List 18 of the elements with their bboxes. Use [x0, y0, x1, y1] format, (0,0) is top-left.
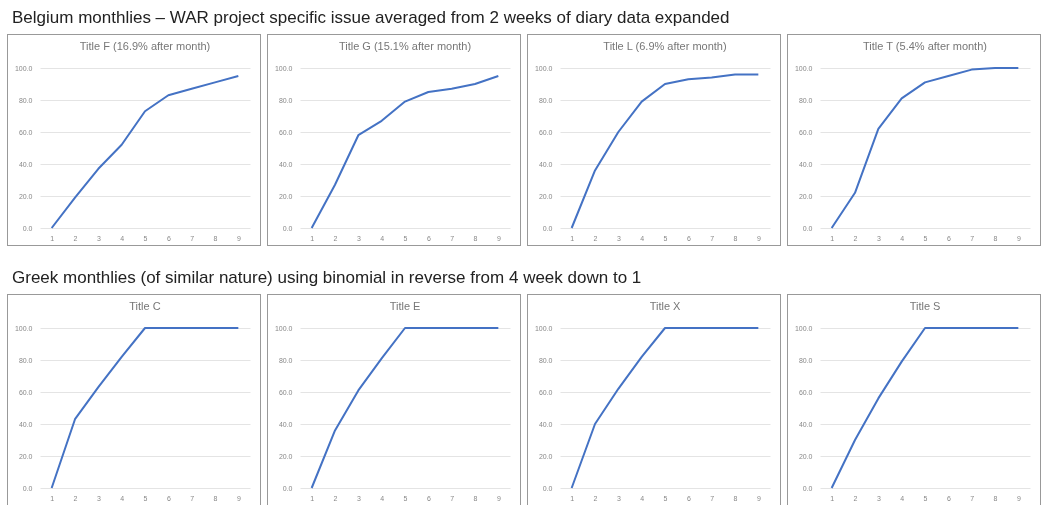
chart-title: Title E	[389, 300, 421, 312]
text: Belgium monthlies – WAR project specific issue averaged from 2 weeks of diary data expanded	[11, 7, 731, 29]
chart-title: Title S	[909, 300, 941, 312]
line-series	[50, 327, 240, 489]
text: Greek monthlies (of similar nature) using binomial in reverse from 4 week down to 1	[11, 267, 643, 289]
chart-title: Title F (16.9% after month)	[79, 40, 211, 52]
chart-title: Title L (6.9% after month)	[603, 40, 727, 52]
line-series	[310, 327, 500, 489]
line-series	[310, 75, 500, 229]
chart-title: Title G (15.1% after month)	[338, 40, 472, 52]
chart-title: Title C	[129, 300, 161, 312]
line-series	[50, 75, 240, 229]
line-series	[830, 327, 1020, 489]
chart-title: Title X	[649, 300, 682, 312]
line-series	[830, 67, 1020, 229]
line-series	[570, 73, 760, 229]
chart-title: Title T (5.4% after month)	[863, 40, 987, 52]
line-series	[570, 327, 760, 489]
